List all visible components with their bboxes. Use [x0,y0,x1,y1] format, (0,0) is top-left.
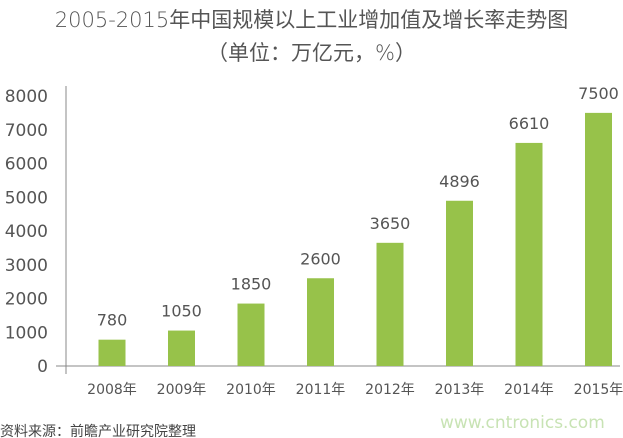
x-tick-label: 2013年 [435,382,485,398]
bar [237,303,265,366]
y-tick-label: 2000 [5,290,48,310]
data-label: 780 [97,311,128,330]
data-label: 7500 [578,84,619,103]
bar [585,112,612,366]
bar [98,339,126,366]
data-label: 1050 [161,302,202,321]
source-note: 资料来源：前瞻产业研究院整理 [0,424,196,438]
data-label: 4896 [439,172,480,191]
x-tick-label: 2012年 [365,382,415,398]
chart-subtitle: （单位：万亿元，%） [207,41,416,65]
data-label: 6610 [509,114,550,133]
chart-title: 2005-2015年中国规模以上工业增加值及增长率走势图 [54,8,569,32]
watermark: www.cntronics.com [440,413,605,433]
x-tick-label: 2014年 [504,382,554,398]
x-tick-label: 2009年 [157,382,207,398]
bar [515,142,543,366]
y-tick-label: 3000 [5,256,48,276]
bar [376,242,404,366]
y-tick-label: 7000 [5,121,48,141]
data-label: 1850 [231,275,272,294]
x-tick-label: 2015年 [574,382,623,398]
bar [446,200,473,366]
y-tick-label: 5000 [5,188,48,208]
data-label: 3650 [370,214,411,233]
x-tick-label: 2008年 [87,382,137,398]
y-tick-label: 0 [37,357,48,377]
data-label: 2600 [300,249,341,268]
x-tick-label: 2010年 [226,382,276,398]
y-tick-label: 4000 [5,222,48,242]
x-tick-label: 2011年 [296,382,346,398]
y-tick-label: 1000 [5,323,48,343]
bar [168,330,195,366]
y-tick-label: 6000 [5,155,48,175]
y-tick-label: 8000 [5,87,48,107]
bar [307,278,334,366]
